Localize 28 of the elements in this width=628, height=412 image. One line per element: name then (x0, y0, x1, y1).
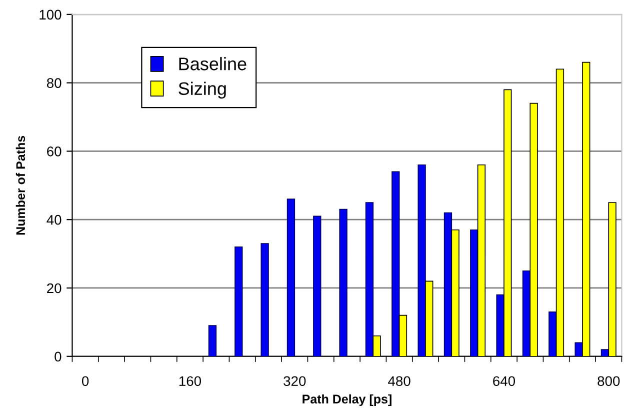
bar (339, 208, 348, 356)
x-axis-title: Path Delay [ps] (302, 394, 392, 406)
y-tick-label: 0 (54, 352, 62, 362)
legend-label: Sizing (178, 82, 226, 99)
bar (418, 164, 426, 356)
bar (286, 198, 296, 356)
bar (313, 216, 322, 356)
y-tick-label: 40 (46, 214, 62, 225)
y-tick-label: 20 (47, 283, 62, 294)
bar (208, 325, 217, 356)
x-tick-label: 480 (388, 376, 410, 386)
bar (260, 243, 269, 356)
y-tick-label: 100 (40, 10, 62, 20)
y-axis-title: Number of Paths (16, 136, 26, 235)
bar (470, 229, 478, 356)
bar (392, 171, 400, 356)
bar (234, 246, 243, 356)
x-tick-label: 320 (284, 376, 306, 386)
x-tick-label: 640 (493, 376, 516, 386)
x-tick-label: 0 (82, 376, 89, 386)
x-tick-label: 160 (179, 376, 202, 386)
x-tick-label: 800 (598, 376, 620, 386)
bar (365, 202, 374, 356)
y-tick-label: 60 (47, 146, 62, 156)
y-tick-label: 80 (46, 78, 62, 88)
bar (548, 312, 557, 356)
bar (496, 294, 504, 356)
legend-label: Baseline (179, 57, 246, 70)
